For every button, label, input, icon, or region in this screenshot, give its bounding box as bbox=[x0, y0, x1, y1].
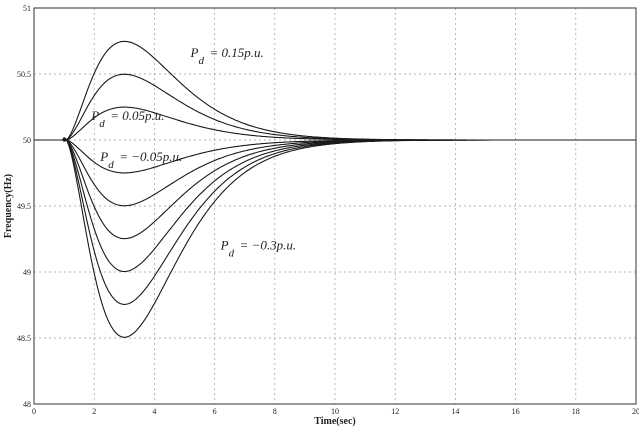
y-tick-label: 50.5 bbox=[17, 70, 31, 79]
annotation-subscript: d bbox=[108, 159, 114, 171]
plot-frame bbox=[33, 7, 637, 405]
x-tick-label: 6 bbox=[213, 407, 217, 416]
annotation-text: = 0.05p.u. bbox=[110, 108, 164, 123]
series-lines bbox=[34, 40, 636, 338]
annotation-subscript: d bbox=[99, 118, 105, 130]
x-tick-label: 4 bbox=[152, 407, 156, 416]
x-tick-label: 2 bbox=[92, 407, 96, 416]
annotation-text: = −0.05p.u. bbox=[119, 149, 182, 164]
annotation-symbol: P bbox=[220, 238, 229, 253]
annotation-symbol: P bbox=[190, 45, 199, 60]
x-axis-title: Time(sec) bbox=[314, 416, 355, 427]
x-tick-label: 20 bbox=[632, 407, 639, 416]
annotation-text: = −0.3p.u. bbox=[240, 238, 297, 253]
curve-annotation: Pd = 0.15p.u. bbox=[190, 45, 264, 67]
y-tick-label: 51 bbox=[23, 4, 31, 13]
y-tick-label: 49.5 bbox=[17, 202, 31, 211]
y-axis-title: Frequency(Hz) bbox=[3, 174, 14, 238]
y-tick-label: 50 bbox=[23, 136, 31, 145]
curve-annotation: Pd = −0.3p.u. bbox=[220, 238, 297, 260]
x-tick-label: 14 bbox=[451, 407, 459, 416]
annotation-text: = 0.15p.u. bbox=[210, 45, 264, 60]
x-tick-label: 0 bbox=[32, 407, 36, 416]
annotation-subscript: d bbox=[229, 248, 235, 260]
curve-annotation: Pd = −0.05p.u. bbox=[99, 149, 182, 171]
y-tick-label: 48.5 bbox=[17, 334, 31, 343]
annotation-subscript: d bbox=[199, 55, 205, 67]
y-tick-label: 49 bbox=[23, 268, 31, 277]
tick-labels: 0 2 4 6 8 10 12 14 16 18 20 51 50.5 50 49.5 49 48.5 48 bbox=[17, 4, 639, 416]
grid-lines bbox=[34, 8, 636, 404]
annotations: Pd = 0.15p.u. Pd = 0.05p.u. Pd = −0.05p.u. Pd =… bbox=[90, 45, 296, 260]
y-tick-label: 48 bbox=[23, 400, 31, 409]
x-tick-label: 18 bbox=[572, 407, 580, 416]
curve-annotation: Pd = 0.05p.u. bbox=[90, 108, 164, 130]
annotation-symbol: P bbox=[99, 149, 108, 164]
annotation-symbol: P bbox=[90, 108, 99, 123]
series-line bbox=[34, 136, 636, 338]
x-tick-label: 8 bbox=[273, 407, 277, 416]
x-tick-label: 10 bbox=[331, 407, 339, 416]
x-tick-label: 12 bbox=[391, 407, 399, 416]
x-tick-label: 16 bbox=[512, 407, 520, 416]
